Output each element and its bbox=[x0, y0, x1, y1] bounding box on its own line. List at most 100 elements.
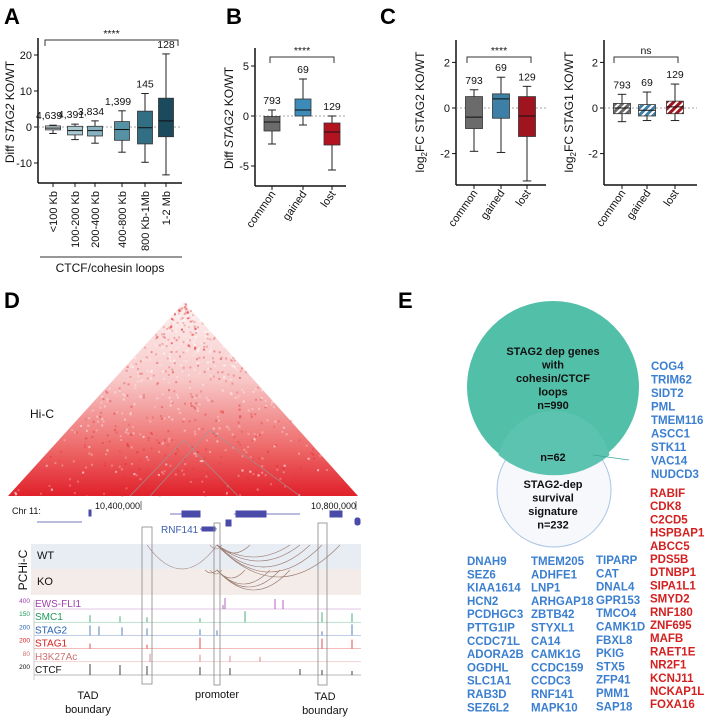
hic-pixel bbox=[271, 400, 273, 403]
hic-pixel bbox=[270, 403, 273, 406]
hic-pixel bbox=[194, 433, 197, 436]
gene-name: GPR153 bbox=[596, 595, 640, 607]
hic-pixel bbox=[181, 307, 183, 310]
gene-name: STK11 bbox=[651, 442, 687, 454]
hic-pixel bbox=[218, 377, 221, 380]
hic-pixel bbox=[176, 396, 179, 399]
gene-name: ARHGAP18 bbox=[531, 596, 594, 608]
hic-pixel bbox=[102, 420, 105, 423]
n-label: 69 bbox=[641, 77, 653, 89]
hic-pixel bbox=[127, 486, 130, 488]
hic-pixel bbox=[261, 457, 264, 460]
hic-pixel bbox=[193, 368, 196, 371]
hic-pixel bbox=[256, 386, 259, 389]
hic-pixel bbox=[182, 341, 185, 344]
hic-pixel bbox=[289, 420, 292, 422]
hic-pixel bbox=[73, 431, 76, 434]
hic-pixel bbox=[150, 351, 153, 354]
hic-pixel bbox=[224, 449, 227, 452]
hic-pixel bbox=[172, 371, 174, 374]
hic-pixel bbox=[214, 435, 217, 438]
venn-label-loops: STAG2 dep genes bbox=[506, 346, 599, 358]
hic-pixel bbox=[205, 448, 208, 451]
hic-pixel bbox=[171, 325, 174, 327]
hic-pixel bbox=[133, 473, 136, 476]
hic-pixel bbox=[139, 433, 142, 436]
hic-pixel bbox=[177, 408, 180, 410]
x-tick-label: gained bbox=[479, 188, 508, 222]
gene-name: SMYD2 bbox=[650, 594, 690, 606]
hic-pixel bbox=[253, 432, 256, 435]
box bbox=[323, 122, 341, 146]
hic-pixel bbox=[103, 462, 106, 465]
hic-pixel bbox=[191, 314, 194, 317]
track-scale: 200 bbox=[19, 664, 30, 671]
hic-pixel bbox=[237, 421, 240, 424]
hic-pixel bbox=[180, 318, 183, 321]
hic-pixel bbox=[242, 391, 245, 394]
hic-pixel bbox=[178, 312, 180, 315]
hic-pixel bbox=[85, 429, 88, 432]
hic-pixel bbox=[194, 397, 197, 400]
chr-label: Chr 11: bbox=[12, 506, 41, 516]
hic-pixel bbox=[229, 378, 232, 381]
hic-pixel bbox=[92, 420, 95, 423]
hic-pixel bbox=[236, 391, 239, 394]
hic-pixel bbox=[194, 351, 197, 354]
gene-name: STX5 bbox=[596, 661, 625, 673]
panel-label-c: C bbox=[380, 4, 396, 29]
hic-pixel bbox=[225, 380, 227, 383]
y-tick-label: 0 bbox=[444, 103, 450, 115]
hic-pixel bbox=[58, 459, 61, 462]
hic-pixel bbox=[226, 485, 229, 488]
hic-pixel bbox=[158, 450, 161, 453]
gene-name: RAB3D bbox=[467, 689, 507, 701]
hic-pixel bbox=[15, 493, 18, 496]
hic-pixel bbox=[238, 376, 241, 379]
hic-pixel bbox=[135, 363, 138, 366]
hic-pixel bbox=[170, 351, 173, 353]
hic-pixel bbox=[175, 350, 178, 353]
hic-pixel bbox=[197, 364, 200, 367]
hic-pixel bbox=[158, 344, 161, 347]
y-tick-label: -2 bbox=[440, 149, 450, 161]
gene-name: SEZ6 bbox=[467, 569, 496, 581]
hic-pixel bbox=[179, 309, 182, 312]
hic-pixel bbox=[168, 366, 171, 369]
hic-pixel bbox=[95, 429, 98, 432]
hic-pixel bbox=[247, 433, 250, 436]
hic-pixel bbox=[257, 434, 259, 437]
hic-pixel bbox=[163, 334, 166, 337]
hic-pixel bbox=[324, 482, 327, 485]
significance-bracket bbox=[44, 39, 179, 46]
promoter-box bbox=[213, 522, 221, 686]
box bbox=[263, 116, 281, 132]
hic-pixel bbox=[196, 329, 199, 332]
hic-pixel bbox=[106, 397, 109, 400]
hic-pixel bbox=[130, 363, 132, 366]
hic-pixel bbox=[198, 347, 201, 350]
gene-name: TMEM116 bbox=[651, 415, 703, 427]
hic-pixel bbox=[121, 412, 124, 415]
hic-pixel bbox=[171, 329, 174, 332]
hic-pixel bbox=[161, 346, 164, 349]
hic-pixel bbox=[181, 305, 184, 308]
hic-pixel bbox=[310, 452, 313, 455]
gene-name: CCDC3 bbox=[531, 676, 571, 688]
wt-arc bbox=[146, 544, 218, 570]
hic-pixel bbox=[179, 411, 182, 414]
hic-pixel bbox=[209, 367, 212, 370]
x-tick-label: gained bbox=[281, 189, 310, 223]
hic-pixel bbox=[258, 407, 260, 410]
hic-pixel bbox=[171, 318, 174, 321]
hic-pixel bbox=[160, 417, 163, 420]
hic-pixel bbox=[161, 443, 164, 446]
hic-pixel bbox=[155, 333, 158, 336]
hic-pixel bbox=[182, 360, 185, 363]
hic-pixel bbox=[140, 372, 143, 375]
hic-pixel bbox=[254, 388, 257, 391]
hic-pixel bbox=[157, 441, 160, 444]
hic-pixel bbox=[146, 377, 149, 380]
hic-pixel bbox=[106, 391, 109, 394]
hic-pixel bbox=[252, 481, 255, 483]
